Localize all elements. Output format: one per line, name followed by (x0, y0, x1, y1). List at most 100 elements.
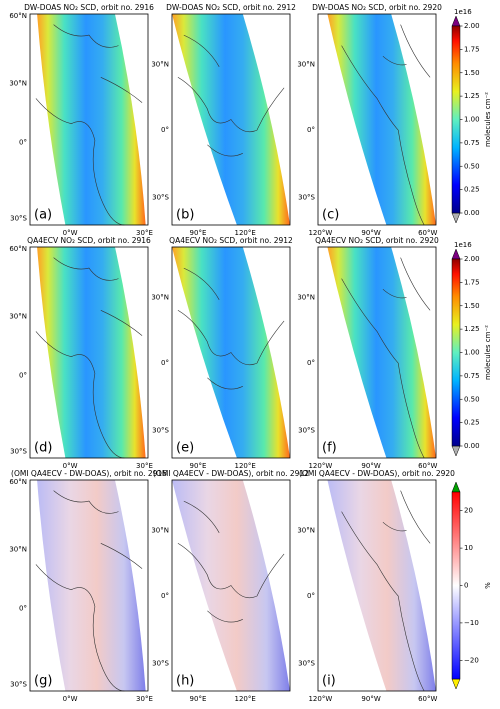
colorbar-label: molecules cm⁻² (484, 325, 492, 380)
latitude-label: 30°N (151, 61, 169, 69)
coastline (177, 500, 285, 623)
map-panel: (OMI QA4ECV - DW-DOAS), orbit no. 2920 (i… (297, 469, 455, 703)
map-panel: DW-DOAS NO₂ SCD, orbit no. 2912 (b) 30°N 0°… (151, 3, 296, 237)
colorbar: 0.00 0.25 0.50 0.75 1.00 1.25 1.50 1.75 2.00 mole… (451, 241, 492, 457)
colorbar-extend-top (451, 248, 461, 260)
colorbar-tick-label: 1.25 (464, 325, 480, 333)
latitude-label: 0° (19, 605, 27, 613)
map-panel: (OMI QA4ECV - DW-DOAS), orbit no. 2912 (h… (151, 469, 309, 703)
colorbar-tick-label: −10 (464, 619, 479, 627)
colorbar-tick-label: 2.00 (464, 255, 480, 263)
colorbar-tick-label: 0.50 (464, 162, 480, 170)
longitude-label: 90°E (190, 695, 207, 703)
colorbar-tick-label: 1.00 (464, 349, 480, 357)
latitude-label: 30°N (151, 527, 169, 535)
map-panel: QA4ECV NO₂ SCD, orbit no. 2916 (d) 60°N 30°… (9, 236, 153, 470)
longitude-label: 120°E (235, 229, 256, 237)
latitude-label: 30°S (298, 660, 315, 668)
latitude-label: 30°N (297, 527, 315, 535)
colorbar-extend-top (451, 481, 461, 493)
latitude-label: 30°S (10, 681, 27, 689)
latitude-label: 30°S (152, 194, 169, 202)
longitude-label: 120°W (308, 462, 332, 470)
satellite-swath (327, 14, 436, 225)
panel-title: DW-DOAS NO₂ SCD, orbit no. 2920 (312, 3, 442, 12)
latitude-label: 0° (307, 359, 315, 367)
longitude-label: 0°W (63, 462, 78, 470)
coastline (177, 267, 285, 390)
colorbar-extend-top (451, 15, 461, 27)
coastline (341, 257, 431, 459)
map-frame (29, 479, 149, 692)
panel-title: (OMI QA4ECV - DW-DOAS), orbit no. 2920 (299, 469, 455, 478)
colorbar-tick-label: 20 (464, 507, 473, 515)
colorbar-tick-label: 0.25 (464, 186, 480, 194)
latitude-label: 30°S (152, 660, 169, 668)
panel-title: DW-DOAS NO₂ SCD, orbit no. 2916 (24, 3, 154, 12)
colorbar-label: molecules cm⁻² (484, 92, 492, 147)
latitude-label: 30°S (10, 215, 27, 223)
coastline (341, 24, 431, 226)
colorbar-tick-label: 10 (464, 544, 473, 552)
longitude-label: 90°W (361, 462, 380, 470)
panel-letter: (a) (34, 208, 52, 223)
colorbar-tick-label: 0.75 (464, 372, 480, 380)
panel-letter: (f) (322, 441, 337, 456)
satellite-swath (37, 14, 146, 225)
longitude-label: 60°W (418, 462, 437, 470)
panel-letter: (c) (322, 208, 339, 223)
latitude-label: 0° (161, 592, 169, 600)
panel-letter: (i) (322, 674, 336, 689)
map-panel: DW-DOAS NO₂ SCD, orbit no. 2916 (a) 60°N 30… (9, 3, 154, 237)
colorbar-exponent: 1e16 (454, 8, 472, 16)
latitude-label: 0° (161, 359, 169, 367)
colorbar-tick-label: 0.00 (464, 442, 480, 450)
colorbar-tick-label: 0 (464, 582, 468, 590)
latitude-label: 0° (19, 139, 27, 147)
map-frame (171, 246, 291, 459)
colorbar-tick-label: 1.75 (464, 278, 480, 286)
latitude-label: 30°N (9, 80, 27, 88)
longitude-label: 90°E (190, 229, 207, 237)
panel-letter: (e) (176, 441, 194, 456)
coastline (35, 490, 143, 692)
panel-letter: (g) (34, 674, 52, 689)
latitude-label: 30°S (152, 427, 169, 435)
latitude-label: 60°N (9, 245, 27, 253)
map-panel: DW-DOAS NO₂ SCD, orbit no. 2920 (c) 30°N 0°… (297, 3, 442, 237)
longitude-label: 30°E (136, 695, 153, 703)
colorbar-scale (451, 25, 461, 214)
map-panel: QA4ECV NO₂ SCD, orbit no. 2920 (f) 30°N 0° 3… (297, 236, 439, 470)
map-frame (317, 246, 437, 459)
longitude-label: 120°E (235, 695, 256, 703)
colorbar-tick-label: 0.50 (464, 395, 480, 403)
panel-letter: (b) (176, 208, 194, 223)
longitude-label: 90°W (361, 229, 380, 237)
map-panel: QA4ECV NO₂ SCD, orbit no. 2912 (e) 30°N 0° 3… (151, 236, 293, 470)
latitude-label: 60°N (9, 478, 27, 486)
map-frame (317, 479, 437, 692)
colorbar-tick-label: 1.50 (464, 69, 480, 77)
colorbar-extend-bottom (451, 212, 461, 224)
colorbar-extend-bottom (451, 445, 461, 457)
latitude-label: 0° (307, 126, 315, 134)
colorbar-tick-label: 0.25 (464, 419, 480, 427)
panel-title: QA4ECV NO₂ SCD, orbit no. 2912 (169, 236, 293, 245)
coastline (177, 34, 285, 157)
latitude-label: 30°N (9, 313, 27, 321)
latitude-label: 30°S (10, 448, 27, 456)
longitude-label: 60°W (418, 695, 437, 703)
colorbar: 0.00 0.25 0.50 0.75 1.00 1.25 1.50 1.75 2.00 mole… (451, 8, 492, 224)
latitude-label: 30°N (297, 61, 315, 69)
satellite-swath (327, 480, 436, 691)
satellite-swath (37, 480, 146, 691)
latitude-label: 30°N (9, 546, 27, 554)
longitude-label: 120°W (308, 695, 332, 703)
latitude-label: 60°N (9, 12, 27, 20)
colorbar: −20 −10 0 10 20% (451, 481, 492, 690)
panel-title: DW-DOAS NO₂ SCD, orbit no. 2912 (166, 3, 296, 12)
colorbar-tick-label: 1.25 (464, 92, 480, 100)
map-frame (29, 246, 149, 459)
coastline (341, 490, 431, 692)
